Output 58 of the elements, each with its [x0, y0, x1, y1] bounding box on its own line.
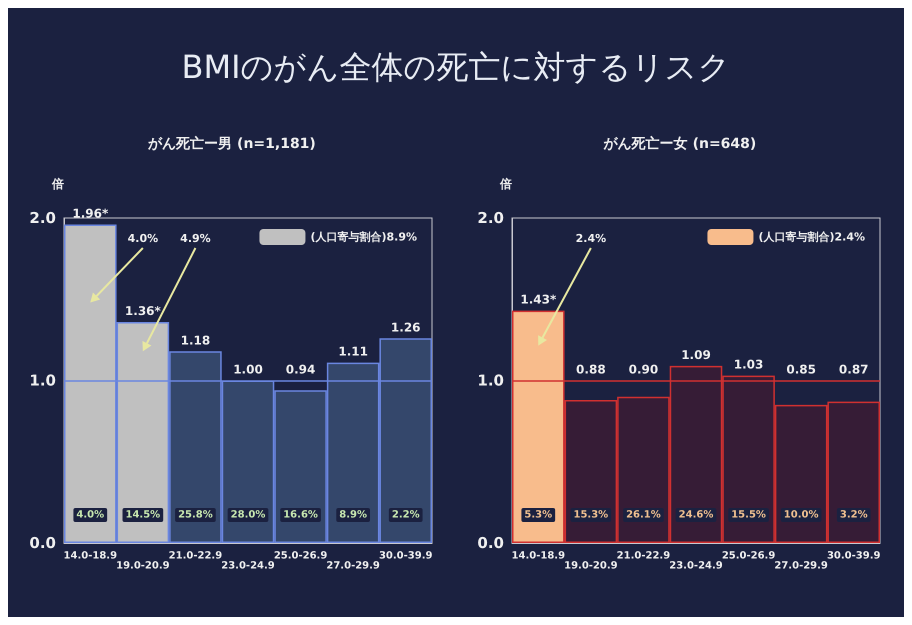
data-label: 0.88	[576, 362, 606, 376]
x-tick-label: 30.0-39.9	[378, 550, 432, 562]
data-label: 1.18	[180, 333, 210, 348]
data-label: 0.94	[286, 362, 316, 376]
x-tick-label: 23.0-24.9	[221, 560, 275, 572]
chart-subtitle: がん死亡ー女 (n=648)	[602, 135, 756, 152]
chart-title: BMIのがん全体の死亡に対するリスク	[182, 47, 730, 88]
annotation: 4.0%	[76, 510, 104, 520]
y-tick-label: 1.0	[29, 372, 56, 390]
annotation: 15.3%	[574, 510, 608, 520]
data-label: 0.90	[628, 362, 658, 376]
x-tick-label: 14.0-18.9	[64, 550, 118, 562]
x-tick-label: 30.0-39.9	[826, 550, 880, 562]
x-tick-label: 21.0-22.9	[168, 550, 222, 562]
annotation: 3.2%	[840, 510, 868, 520]
y-tick-label: 2.0	[29, 209, 56, 227]
y-tick-label: 2.0	[477, 209, 504, 227]
x-tick-label: 25.0-26.9	[274, 550, 328, 562]
x-tick-label: 27.0-29.9	[774, 560, 828, 572]
data-label: 1.43*	[520, 292, 557, 307]
annotation: 2.4%	[576, 232, 606, 245]
x-tick-label: 21.0-22.9	[616, 550, 670, 562]
y-tick-label: 1.0	[477, 372, 504, 390]
annotation: 16.6%	[283, 510, 318, 520]
annotation: 5.3%	[524, 510, 552, 520]
data-label: 1.11	[338, 344, 368, 359]
y-tick-label: 0.0	[29, 534, 56, 552]
y-axis-title: 倍	[51, 177, 64, 191]
y-tick-label: 0.0	[477, 534, 504, 552]
x-tick-label: 14.0-18.9	[512, 550, 566, 562]
x-tick-label: 19.0-20.9	[116, 560, 170, 572]
annotation: 10.0%	[784, 510, 818, 520]
x-tick-label: 25.0-26.9	[722, 550, 776, 562]
annotation: 14.5%	[126, 510, 160, 520]
annotation: 2.2%	[392, 510, 420, 520]
legend-label: (人口寄与割合)8.9%	[310, 230, 417, 244]
annotation: 4.0%	[128, 232, 158, 245]
x-tick-label: 27.0-29.9	[326, 560, 380, 572]
data-label: 1.03	[734, 358, 764, 372]
annotation: 15.5%	[731, 510, 766, 520]
data-label: 0.87	[838, 362, 869, 376]
chart-subtitle: がん死亡ー男 (n=1,181)	[147, 135, 316, 152]
data-label: 1.09	[681, 348, 711, 362]
annotation: 24.6%	[678, 510, 714, 520]
annotation: 4.9%	[180, 232, 211, 245]
annotation: 26.1%	[626, 510, 661, 520]
annotation: 28.0%	[230, 510, 266, 520]
data-label: 1.96*	[72, 206, 109, 220]
data-label: 0.85	[786, 362, 816, 376]
data-label: 1.00	[233, 362, 263, 376]
x-tick-label: 19.0-20.9	[564, 560, 618, 572]
y-axis-title: 倍	[499, 177, 512, 191]
x-tick-label: 23.0-24.9	[669, 560, 723, 572]
legend-label: (人口寄与割合)2.4%	[758, 230, 865, 244]
data-label: 1.26	[390, 320, 421, 334]
annotation: 8.9%	[339, 510, 368, 520]
data-label: 1.36*	[124, 304, 162, 318]
annotation: 25.8%	[178, 510, 213, 520]
